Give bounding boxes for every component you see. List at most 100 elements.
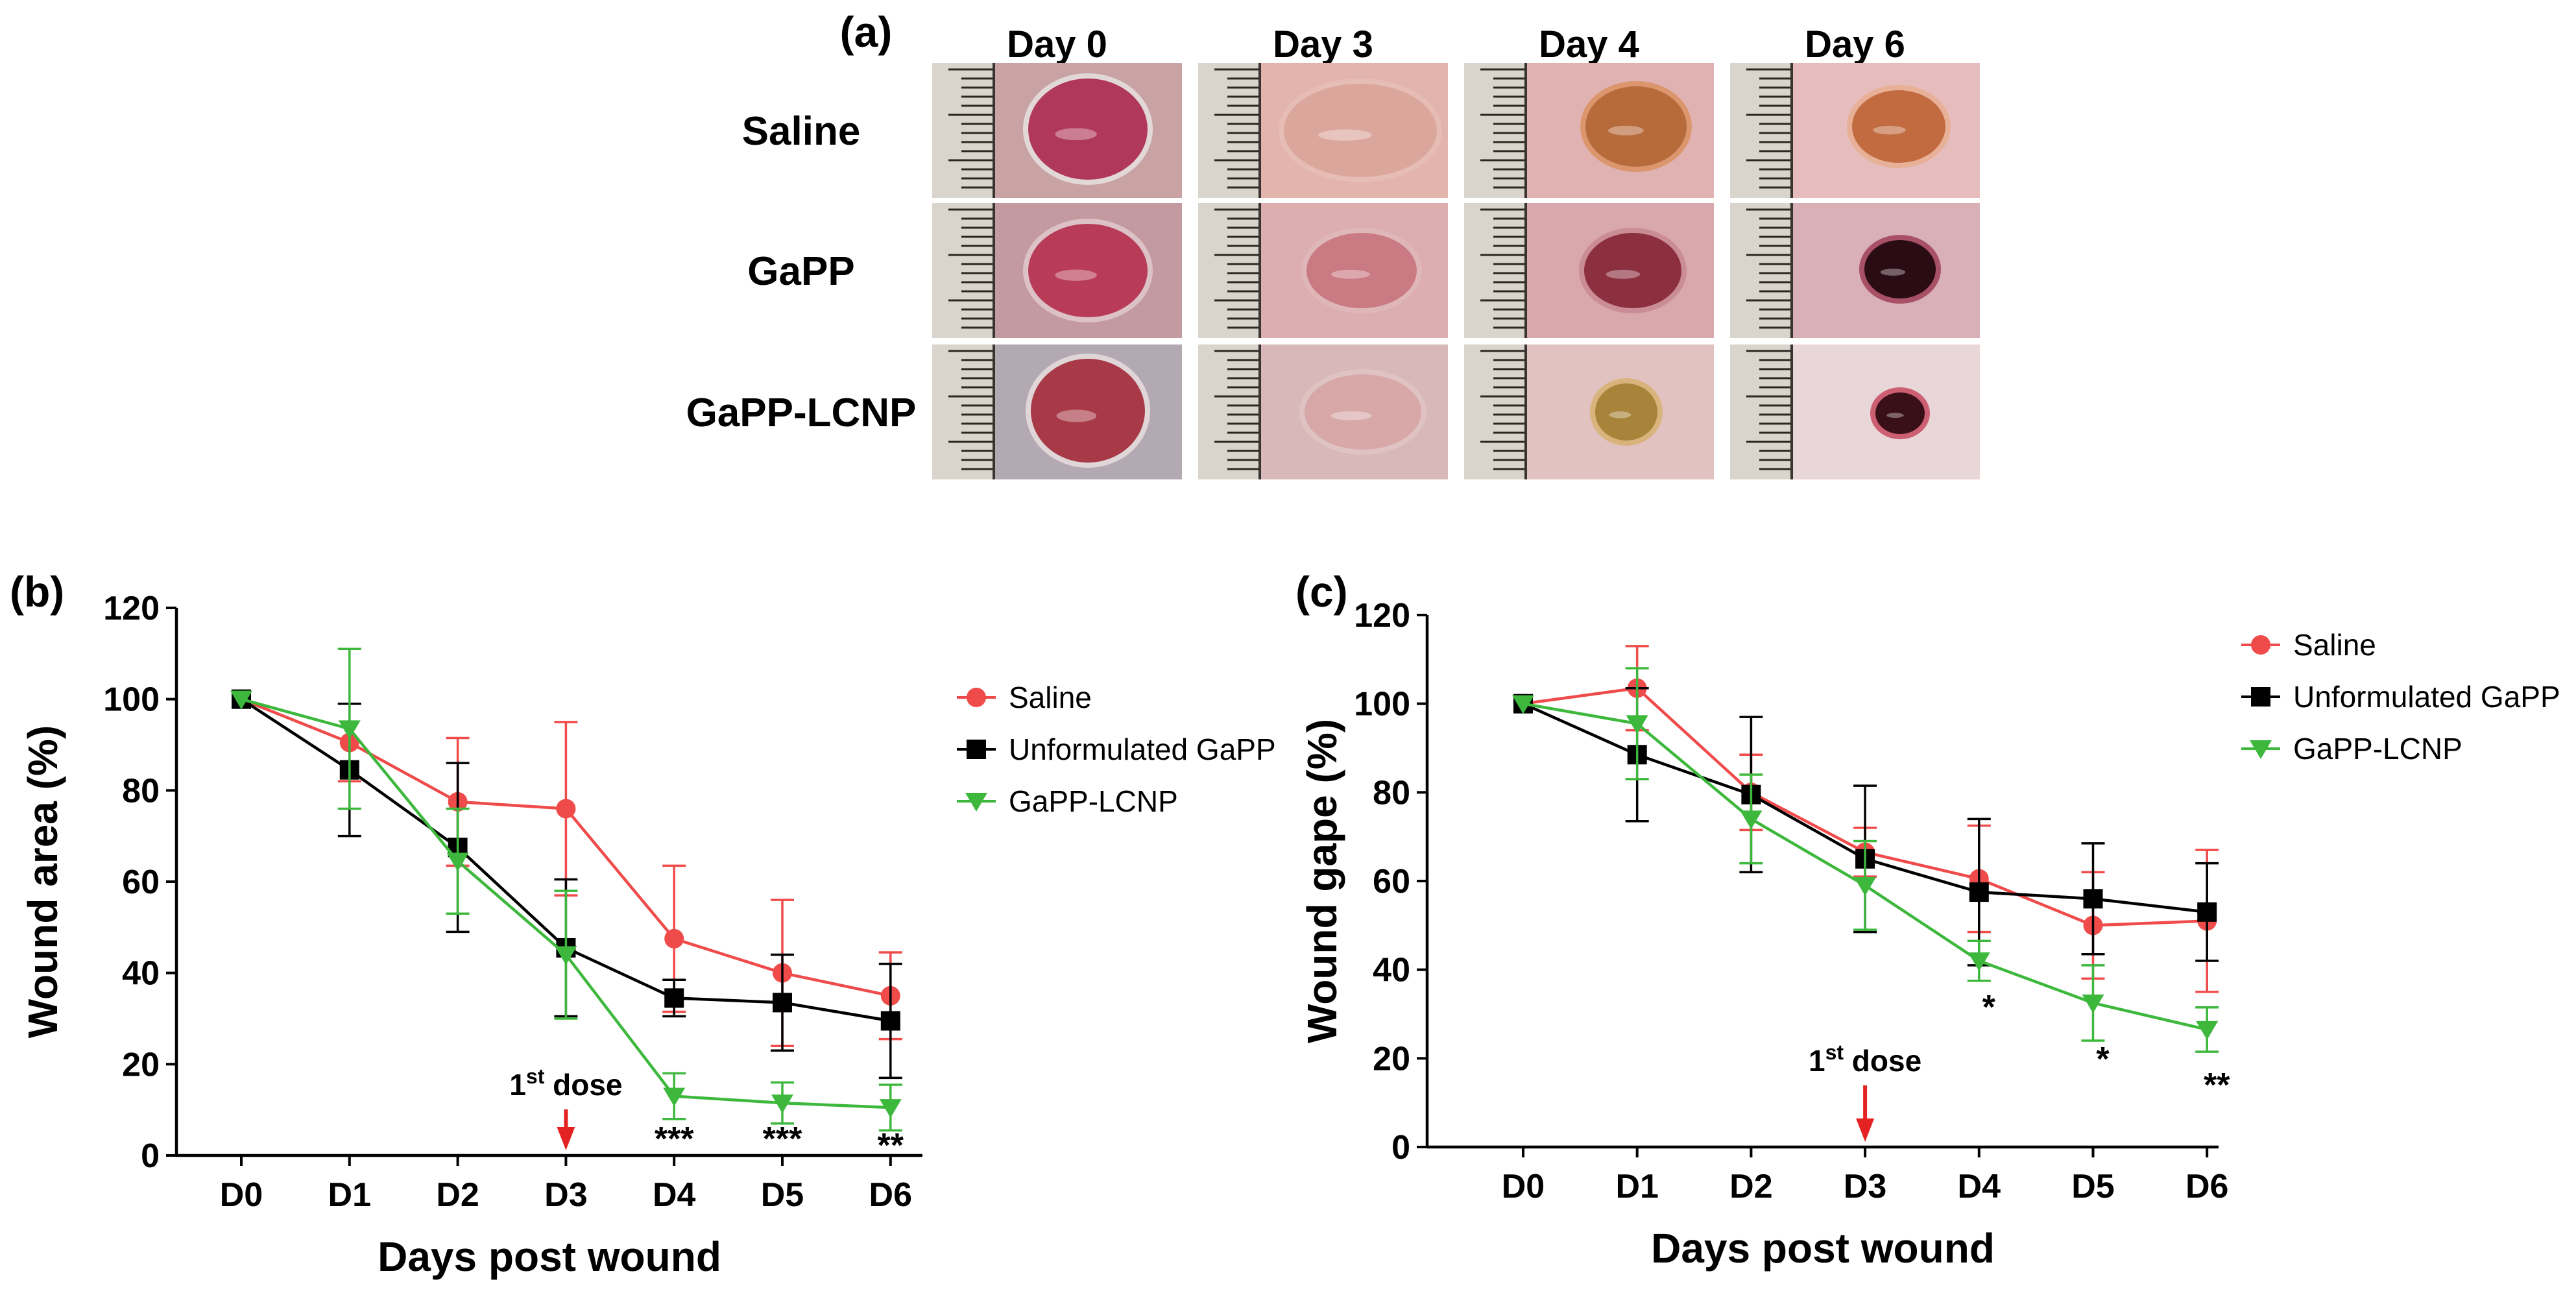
wound-photo-gapp-day-4 [1464,203,1714,338]
dose-number: 1 [1809,1044,1825,1078]
x-tick-label: D4 [1958,1168,2001,1205]
dose-annotation: 1st dose [509,1065,623,1150]
wound-photo-gapp-lcnp-day-6 [1730,344,1980,479]
significance-marker: * [1982,989,1996,1026]
data-point-gapp-lcnp [771,1094,793,1114]
ruler-strip [1464,63,1526,198]
dose-superscript: st [1825,1041,1844,1064]
series-gapp-lcnp [1512,667,2219,1053]
series-gapp-lcnp [230,647,902,1132]
data-point-unformulated-gapp [2197,902,2217,922]
ruler-strip [1464,344,1526,479]
panel-letter: (b) [10,568,64,616]
significance-marker: * [2096,1041,2110,1078]
ruler-strip [1198,203,1260,338]
wound-bed [1864,240,1936,298]
data-point-gapp-lcnp [1512,695,1534,714]
dose-annotation: 1st dose [1809,1041,1921,1142]
wound-photo-gapp-lcnp-day-0 [932,344,1182,479]
x-tick-label: D1 [328,1176,371,1214]
x-tick-label: D5 [2071,1168,2114,1205]
legend-label-unformulated-gapp: Unformulated GaPP [2293,680,2560,714]
row-label-gapp: GaPP [747,249,854,294]
y-tick-label: 20 [1373,1040,1410,1078]
y-tick-label: 120 [1354,597,1410,634]
data-point-gapp-lcnp [1854,876,1877,896]
wound-photo-saline-day-0 [932,63,1182,198]
wound-bed [1585,86,1687,167]
wound-photo-gapp-lcnp-day-3 [1198,344,1448,479]
day-header-day-0: Day 0 [1007,23,1107,66]
legend-marker-unformulated-gapp [2251,687,2270,707]
wound-highlight [1608,125,1644,136]
y-tick-label: 60 [122,864,160,901]
data-point-unformulated-gapp [880,1011,900,1031]
data-point-gapp-lcnp [2082,994,2104,1013]
data-point-gapp-lcnp [1968,952,1990,971]
wound-photo-gapp-day-3 [1198,203,1448,338]
ruler-strip [932,344,994,479]
y-tick-label: 100 [1354,686,1410,723]
y-axis-title: Wound area (%) [19,725,66,1038]
wound-bed [1284,84,1437,177]
data-point-gapp-lcnp [2196,1021,2219,1040]
wound-photo-saline-day-3 [1198,63,1448,198]
x-tick-label: D3 [1844,1168,1886,1205]
day-header-day-4: Day 4 [1539,23,1639,66]
wound-bed [1028,79,1148,180]
wound-bed [1028,224,1148,317]
panel-a-photo-grid: (a) Day 0 Day 3 Day 4 Day 6 Saline GaPP GaPP-L… [686,8,1980,479]
legend-marker-gapp-lcnp [965,793,987,812]
wound-bed [1875,393,1925,434]
legend-label-gapp-lcnp: GaPP-LCNP [1009,784,1178,818]
y-tick-label: 20 [122,1046,160,1083]
x-tick-label: D6 [2185,1168,2228,1205]
x-tick-label: D4 [653,1176,696,1214]
dose-arrow-head [557,1127,575,1150]
y-tick-label: 40 [122,955,160,993]
dose-label: 1st dose [1809,1041,1921,1078]
data-point-unformulated-gapp [773,993,792,1013]
ruler-strip [932,63,994,198]
data-point-saline [664,928,684,949]
x-tick-label: D2 [436,1176,479,1214]
wound-highlight [1606,269,1641,279]
legend: Saline Unformulated GaPP GaPP-LCNP [957,681,1276,818]
panel-b-wound-area-chart: (b) 0 20 40 60 80 100 120 D0 D1 D2 D3 D4 D5 D6 Days pos… [10,568,1276,1280]
significance-marker: ** [878,1127,904,1165]
dose-arrow-head [1856,1118,1875,1142]
wound-bed [1031,359,1145,463]
wound-photo-saline-day-6 [1730,63,1980,198]
wound-highlight [1331,269,1370,279]
legend-marker-gapp-lcnp [2250,740,2272,759]
data-point-gapp-lcnp [879,1099,902,1118]
wound-bed [1595,383,1657,441]
dose-superscript: st [526,1065,545,1088]
wound-photo-gapp-lcnp-day-4 [1464,344,1714,479]
legend-label-gapp-lcnp: GaPP-LCNP [2293,732,2462,766]
wound-highlight [1873,125,1906,135]
y-tick-label: 0 [1391,1129,1410,1166]
wound-highlight [1609,411,1631,418]
x-axis-title: Days post wound [1651,1225,1995,1272]
y-tick-label: 80 [1373,774,1410,812]
significance-marker: *** [763,1120,802,1158]
row-label-gapp-lcnp: GaPP-LCNP [686,391,917,435]
day-header-day-3: Day 3 [1273,23,1373,66]
ruler-strip [1198,344,1260,479]
y-tick-label: 100 [103,681,160,719]
y-axis-title: Wound gape (%) [1299,719,1345,1043]
ruler-strip [1464,203,1526,338]
dose-label: 1st dose [509,1065,622,1102]
wound-highlight [1886,413,1904,418]
data-point-gapp-lcnp [1740,810,1763,830]
wound-highlight [1055,269,1097,281]
ruler-strip [1730,344,1792,479]
legend-marker-saline [2251,635,2270,655]
ruler-strip [1198,63,1260,198]
data-point-saline [556,799,576,819]
x-tick-label: D2 [1729,1168,1772,1205]
data-point-gapp-lcnp [338,720,361,740]
x-tick-label: D6 [869,1176,912,1214]
